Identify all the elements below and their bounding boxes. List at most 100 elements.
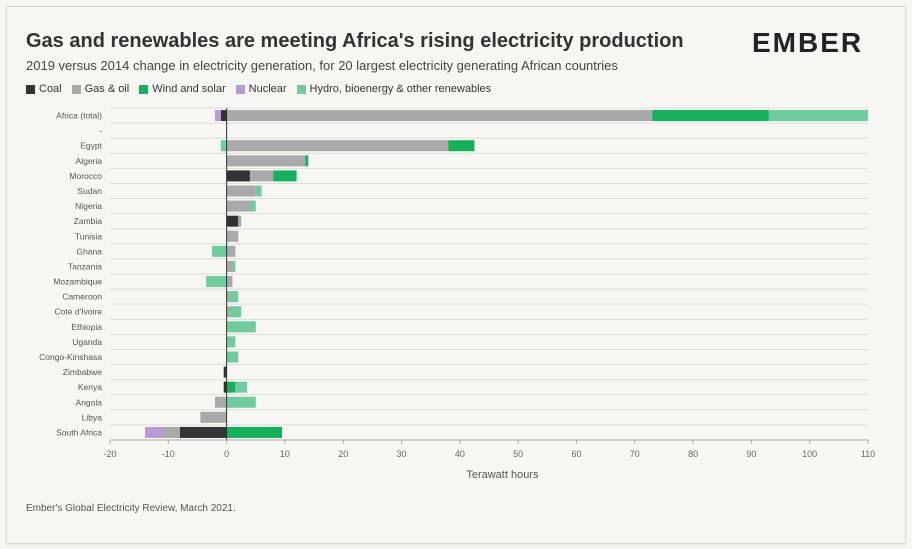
bar-segment	[273, 170, 297, 182]
bar-segment	[255, 185, 262, 197]
bar-segment	[220, 110, 227, 122]
bar-segment	[223, 366, 227, 378]
bar-segment	[768, 110, 868, 122]
x-tick-label: 80	[688, 449, 698, 459]
legend-item: Coal	[26, 83, 62, 95]
bar-segment	[226, 336, 236, 348]
legend-label: Nuclear	[248, 83, 287, 95]
x-tick-label: 110	[861, 449, 875, 459]
x-tick-label: 0	[224, 449, 229, 459]
bar-segment	[226, 245, 236, 257]
bar-segment	[226, 321, 256, 333]
bar-segment	[249, 200, 256, 212]
bar-segment	[212, 245, 227, 257]
bar-segment	[226, 230, 239, 242]
legend-item: Wind and solar	[139, 83, 226, 95]
category-label: Morocco	[69, 171, 102, 181]
category-label: Zambia	[74, 216, 103, 226]
source-note: Ember's Global Electricity Review, March…	[26, 503, 236, 514]
bar-segment	[226, 260, 233, 272]
category-label: Egypt	[80, 141, 102, 151]
bar-segment	[226, 170, 250, 182]
category-label: South Africa	[56, 427, 102, 437]
bar-segment	[226, 185, 256, 197]
legend-swatch	[26, 84, 35, 94]
category-label: Algeria	[76, 156, 103, 166]
legend-item: Nuclear	[235, 83, 287, 95]
category-label: Sudan	[77, 186, 102, 196]
bar-segment	[226, 381, 236, 393]
bar-segment	[305, 155, 309, 167]
bar-segment	[144, 426, 163, 438]
bar-segment	[226, 155, 306, 167]
bar-segment	[200, 411, 227, 423]
bar-segment	[249, 170, 274, 182]
category-label: Uganda	[72, 337, 102, 347]
bar-segment	[448, 140, 475, 152]
x-tick-label: 50	[513, 449, 523, 459]
category-label: Ethiopia	[71, 322, 102, 332]
category-label: Ghana	[76, 246, 102, 256]
bar-segment	[652, 110, 769, 122]
x-tick-label: 70	[630, 449, 640, 459]
category-label: Angola	[76, 397, 103, 407]
category-label: Nigeria	[75, 201, 102, 211]
bar-segment	[214, 396, 227, 408]
x-tick-label: -10	[162, 449, 175, 459]
category-label: Libya	[82, 412, 103, 422]
legend-label: Hydro, bioenergy & other renewables	[309, 83, 492, 95]
legend-item: Gas & oil	[71, 83, 130, 95]
bar-segment	[238, 215, 242, 227]
legend-swatch	[139, 84, 149, 94]
bar-segment	[226, 140, 449, 152]
ember-logo: EMBER	[752, 27, 864, 58]
bar-segment	[206, 276, 227, 288]
bar-segment	[226, 351, 239, 363]
bar-segment	[229, 306, 242, 318]
bar-segment	[235, 381, 248, 393]
bar-segment	[226, 396, 256, 408]
bar-segment	[179, 426, 227, 438]
x-tick-label: 100	[802, 449, 817, 459]
category-label: Tunisia	[75, 231, 102, 241]
category-label: Cameroon	[62, 292, 102, 302]
legend-swatch	[296, 84, 306, 94]
chart-subtitle: 2019 versus 2014 change in electricity g…	[26, 58, 618, 73]
category-label: Mozambique	[53, 277, 102, 287]
legend-label: Coal	[39, 83, 62, 95]
bar-segment	[226, 291, 230, 303]
bar-segment	[214, 110, 221, 122]
x-axis-label: Terawatt hours	[466, 469, 539, 481]
category-label: Cote d'Ivoire	[55, 307, 103, 317]
legend-swatch	[71, 84, 81, 94]
bar-segment	[220, 140, 227, 152]
legend-item: Hydro, bioenergy & other renewables	[296, 83, 492, 95]
bar-segment	[226, 306, 230, 318]
category-label: Tanzania	[68, 261, 102, 271]
x-tick-label: 30	[397, 449, 407, 459]
category-label: Africa (total)	[56, 111, 102, 121]
x-tick-label: 20	[338, 449, 348, 459]
legend: Coal Gas & oil Wind and solar Nuclear Hydro,…	[26, 83, 491, 95]
category-label: -	[99, 126, 102, 136]
category-label: Zimbabwe	[63, 367, 102, 377]
bar-segment	[226, 276, 233, 288]
x-tick-label: -20	[103, 449, 116, 459]
bar-segment	[232, 260, 236, 272]
category-label: Congo-Kinshasa	[39, 352, 102, 362]
legend-label: Wind and solar	[152, 83, 226, 95]
bar-segment	[226, 215, 239, 227]
bar-segment	[226, 110, 653, 122]
bar-segment	[229, 291, 239, 303]
legend-swatch	[235, 84, 245, 94]
legend-label: Gas & oil	[84, 83, 130, 95]
x-tick-label: 40	[455, 449, 465, 459]
bar-segment	[226, 200, 250, 212]
x-tick-label: 60	[571, 449, 581, 459]
x-tick-label: 90	[746, 449, 756, 459]
x-tick-label: 10	[280, 449, 290, 459]
category-label: Kenya	[78, 382, 102, 392]
chart-card	[6, 6, 906, 544]
chart-title: Gas and renewables are meeting Africa's …	[26, 30, 684, 52]
